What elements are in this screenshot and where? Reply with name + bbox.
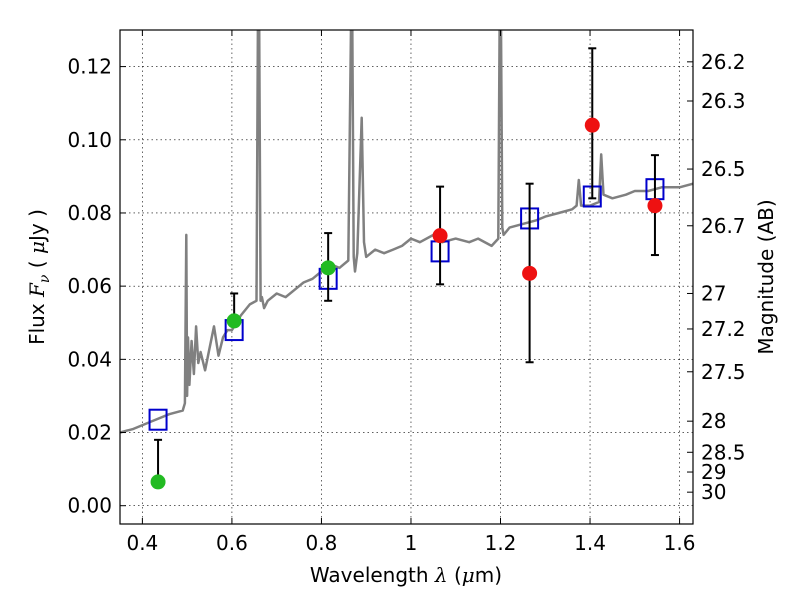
right-tick-label: 26.3 <box>701 89 746 113</box>
right-tick-label: 26.7 <box>701 214 746 238</box>
y-tick-label: 0.00 <box>67 494 112 518</box>
y-tick-label: 0.08 <box>67 201 112 225</box>
x-tick-label: 0.4 <box>126 531 158 555</box>
y-tick-label: 0.12 <box>67 55 112 79</box>
y-tick-label: 0.06 <box>67 274 112 298</box>
y-tick-label: 0.10 <box>67 128 112 152</box>
right-tick-label: 29 <box>701 460 726 484</box>
photometry-point <box>584 117 600 133</box>
photometry-point <box>522 265 538 281</box>
photometry-point <box>320 260 336 276</box>
model-square-marker <box>148 408 168 431</box>
photometry-point <box>150 474 166 490</box>
right-tick-label: 26.5 <box>701 157 746 181</box>
photometry-point <box>647 198 663 214</box>
x-tick-label: 1 <box>405 531 418 555</box>
right-tick-label: 26.2 <box>701 50 746 74</box>
x-axis-label: Wavelength λ (μm) <box>310 563 502 587</box>
right-tick-label: 28.5 <box>701 440 746 464</box>
right-tick-label: 27.2 <box>701 317 746 341</box>
grid <box>120 30 693 524</box>
right-tick-label: 30 <box>701 480 726 504</box>
y-axis-label: Flux Fν ( μJy ) <box>25 209 53 345</box>
x-tick-label: 0.6 <box>216 531 248 555</box>
plot-area <box>120 30 693 490</box>
ticks: 0.4 0.6 0.8 1 1.2 1.4 1.6 0.00 0.02 0.04 0.06 0.08 0… <box>67 30 746 555</box>
plot-background <box>120 30 693 524</box>
x-tick-label: 1.6 <box>664 531 696 555</box>
spectrum-line <box>120 30 693 434</box>
photometry-point <box>226 313 242 329</box>
x-tick-label: 1.4 <box>574 531 606 555</box>
y-tick-label: 0.04 <box>67 347 112 371</box>
right-tick-label: 27.5 <box>701 360 746 384</box>
photometry-point <box>432 228 448 244</box>
right-tick-label: 27 <box>701 281 726 305</box>
right-tick-label: 28 <box>701 409 726 433</box>
plot-frame <box>119 29 694 525</box>
x-tick-label: 1.2 <box>485 531 517 555</box>
y-tick-label: 0.02 <box>67 421 112 445</box>
right-axis-label: Magnitude (AB) <box>754 199 778 354</box>
x-tick-label: 0.8 <box>306 531 338 555</box>
